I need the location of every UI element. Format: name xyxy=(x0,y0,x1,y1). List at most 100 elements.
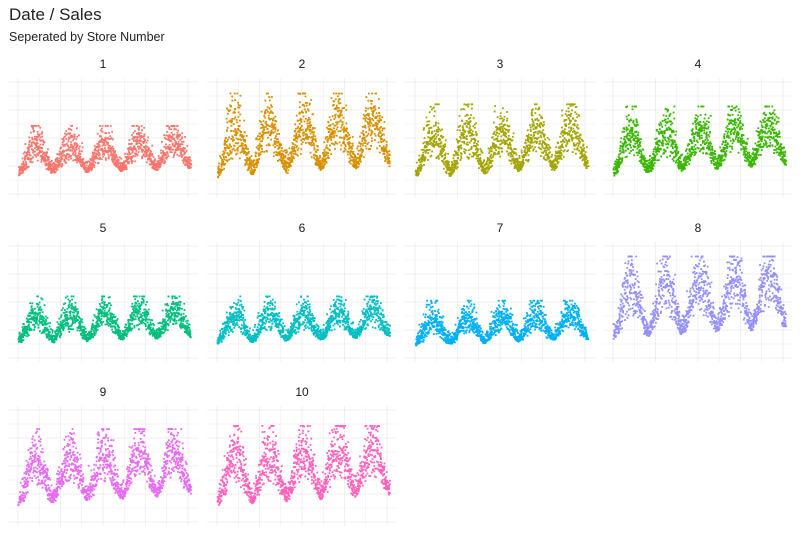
data-point xyxy=(362,113,365,116)
data-point xyxy=(312,135,315,138)
data-point xyxy=(299,153,302,155)
data-point xyxy=(218,174,221,177)
data-point xyxy=(683,164,686,167)
data-point xyxy=(383,121,386,123)
data-point xyxy=(531,125,534,128)
data-point xyxy=(645,170,647,173)
data-point xyxy=(78,134,80,137)
data-point xyxy=(165,134,168,137)
data-point xyxy=(463,108,466,111)
data-point xyxy=(296,145,298,148)
data-point xyxy=(330,153,333,155)
data-point xyxy=(582,155,585,158)
data-point xyxy=(438,157,440,160)
data-point xyxy=(130,157,133,159)
data-point xyxy=(310,136,312,139)
data-point xyxy=(418,159,420,162)
data-point xyxy=(333,143,336,146)
data-point xyxy=(543,135,545,138)
data-point xyxy=(75,159,78,162)
data-point xyxy=(238,157,241,160)
data-point xyxy=(75,148,78,151)
data-point xyxy=(427,152,430,154)
data-point xyxy=(528,148,531,150)
data-point xyxy=(682,166,685,169)
data-point xyxy=(263,150,266,153)
data-point xyxy=(170,146,172,149)
data-point xyxy=(351,142,354,145)
data-point xyxy=(19,168,22,170)
data-point xyxy=(437,103,440,106)
data-point xyxy=(570,127,572,130)
data-point xyxy=(219,171,222,173)
data-point xyxy=(636,142,638,144)
data-point xyxy=(85,164,88,167)
data-point xyxy=(691,142,694,144)
data-point xyxy=(464,137,467,140)
data-point xyxy=(255,166,258,169)
data-point xyxy=(621,157,624,159)
data-point xyxy=(367,114,370,117)
data-point xyxy=(304,92,306,95)
data-point xyxy=(430,132,433,135)
data-point xyxy=(621,158,623,160)
data-point xyxy=(504,128,507,131)
data-point xyxy=(443,149,445,151)
data-point xyxy=(35,125,38,127)
data-point xyxy=(83,163,86,166)
data-point xyxy=(575,136,578,139)
data-point xyxy=(637,146,640,148)
data-point xyxy=(466,103,468,106)
data-point xyxy=(307,136,309,138)
data-point xyxy=(508,159,511,162)
data-point xyxy=(499,112,502,115)
data-point xyxy=(562,140,565,143)
data-point xyxy=(136,142,139,145)
data-point xyxy=(470,145,473,148)
data-point xyxy=(475,157,478,160)
data-point xyxy=(265,144,268,147)
data-point xyxy=(90,169,93,172)
data-point xyxy=(537,136,540,139)
data-point xyxy=(548,152,550,154)
data-point xyxy=(300,129,302,132)
data-point xyxy=(497,146,499,149)
data-point xyxy=(484,163,487,166)
data-point xyxy=(493,132,496,135)
data-point xyxy=(495,149,497,151)
data-point xyxy=(331,133,334,136)
data-point xyxy=(356,160,359,163)
data-point xyxy=(469,131,471,134)
data-point xyxy=(222,161,224,163)
data-point xyxy=(384,159,387,161)
data-point xyxy=(230,124,233,127)
data-point xyxy=(667,138,670,141)
data-point xyxy=(447,162,449,165)
data-point xyxy=(654,158,656,161)
data-point xyxy=(321,159,323,162)
data-point xyxy=(385,149,388,151)
data-point xyxy=(109,125,112,127)
data-point xyxy=(234,149,236,152)
data-point xyxy=(339,119,342,122)
data-point xyxy=(360,155,363,158)
data-point xyxy=(493,152,496,154)
data-point xyxy=(675,130,678,133)
data-point xyxy=(419,169,422,172)
data-point xyxy=(142,141,144,143)
data-point xyxy=(280,156,283,159)
data-point xyxy=(121,162,124,165)
data-point xyxy=(166,131,169,133)
data-point xyxy=(423,156,426,158)
data-point xyxy=(259,140,262,143)
data-point xyxy=(454,162,456,164)
data-point xyxy=(148,156,151,159)
data-point xyxy=(28,154,31,157)
data-point xyxy=(493,138,496,141)
data-point xyxy=(448,168,451,171)
data-point xyxy=(428,120,431,123)
data-point xyxy=(548,157,550,159)
data-point xyxy=(333,134,336,137)
data-point xyxy=(55,167,58,169)
data-point xyxy=(308,117,310,119)
